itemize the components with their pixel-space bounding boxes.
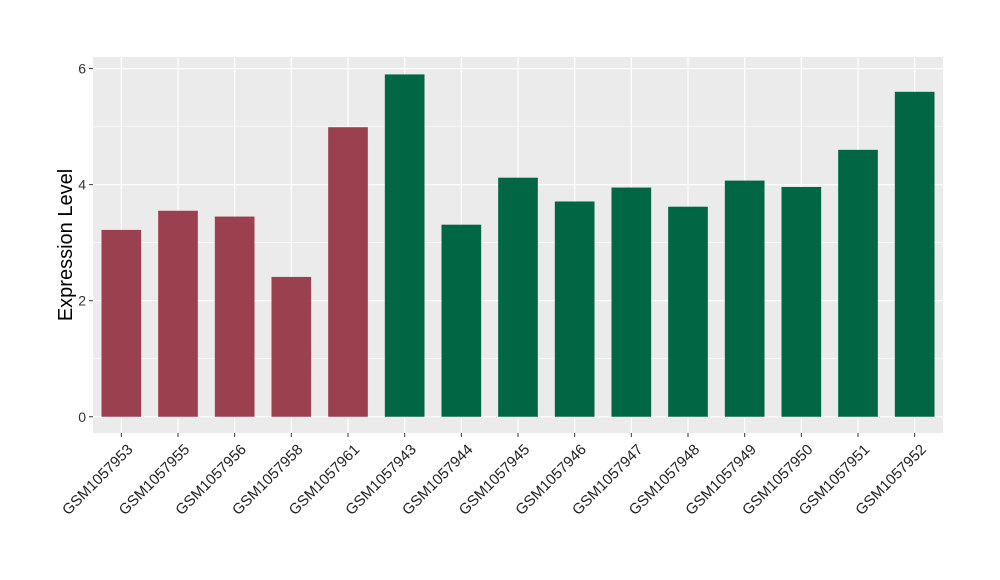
bar-GSM1057949: [724, 180, 765, 417]
bars: [101, 74, 935, 417]
bar-GSM1057951: [838, 149, 878, 417]
bar-GSM1057947: [611, 187, 652, 417]
bar-GSM1057953: [101, 229, 142, 417]
bar-GSM1057950: [781, 186, 822, 417]
y-tick-label: 0: [78, 409, 86, 425]
bar-GSM1057958: [271, 276, 312, 417]
x-axis: GSM1057953GSM1057955GSM1057956GSM1057958…: [59, 433, 930, 519]
bar-GSM1057944: [441, 224, 482, 417]
bar-GSM1057948: [668, 206, 708, 417]
bar-GSM1057946: [554, 201, 595, 417]
bar-GSM1057961: [328, 127, 368, 417]
bar-GSM1057955: [158, 210, 198, 417]
bar-GSM1057943: [384, 74, 425, 417]
y-axis: 0 2 4 6: [78, 61, 93, 425]
y-tick-label: 6: [78, 61, 86, 77]
bar-GSM1057952: [894, 91, 935, 417]
y-tick-label: 2: [78, 293, 86, 309]
bar-GSM1057945: [498, 177, 538, 417]
bar-GSM1057956: [214, 216, 255, 417]
y-axis-title: Expression Level: [55, 169, 77, 321]
y-tick-label: 4: [78, 177, 86, 193]
